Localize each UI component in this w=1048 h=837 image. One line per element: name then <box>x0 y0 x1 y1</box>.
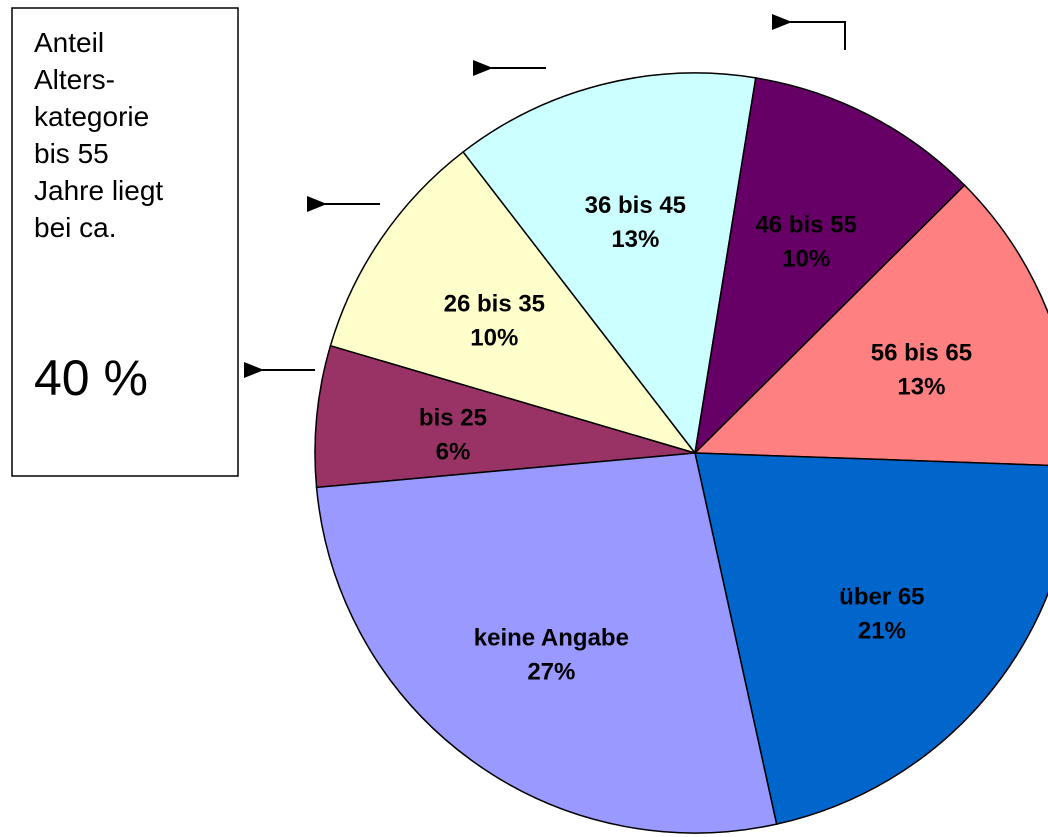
slice-label: 36 bis 45 13% <box>585 192 686 253</box>
slice <box>693 184 1048 467</box>
annotation-line: bei ca. <box>34 212 117 243</box>
annotation-line: Alters- <box>34 64 115 95</box>
category-label: über 65 <box>839 584 924 611</box>
annotation: Anteil Alters-kategorie bis 55 Jahre liegt b… <box>34 27 163 243</box>
slice-label: keine Angabe 27% <box>474 624 629 685</box>
annotation-value: 40 % <box>34 350 148 406</box>
slice-label: 56 bis 65 13% <box>871 339 972 400</box>
labels: bis 25 6% 26 bis 35 10% 36 bis 45 13% 46 bis 5… <box>419 192 972 685</box>
category-label: 26 bis 35 <box>444 291 545 318</box>
slice <box>315 452 778 834</box>
slice-label: über 65 21% <box>839 584 924 645</box>
annotation-line: Jahre liegt <box>34 175 163 206</box>
slice <box>462 72 757 455</box>
value-label: 10% <box>782 246 830 273</box>
category-label: 56 bis 65 <box>871 339 972 366</box>
annotation-line: kategorie <box>34 101 149 132</box>
annotation-line: bis 55 <box>34 138 109 169</box>
slice-label: 26 bis 35 10% <box>444 291 545 352</box>
arrow <box>772 14 846 50</box>
note-box <box>11 7 239 477</box>
slice <box>329 150 698 455</box>
slice <box>314 344 696 489</box>
category-label: 36 bis 45 <box>585 192 686 219</box>
category-label: 46 bis 55 <box>755 212 856 239</box>
slice <box>694 452 1048 826</box>
value-label: 13% <box>897 373 945 400</box>
pie <box>314 72 1048 834</box>
value-label: 13% <box>611 226 659 253</box>
value-label: 10% <box>470 325 518 352</box>
annotation-line: Anteil <box>34 27 104 58</box>
value-label: 21% <box>858 618 906 645</box>
value-label: 6% <box>436 438 471 465</box>
value-label: 27% <box>527 658 575 685</box>
category-label: keine Angabe <box>474 624 629 651</box>
slice <box>693 77 966 456</box>
category-label: bis 25 <box>419 404 487 431</box>
slice-label: bis 25 6% <box>419 404 487 465</box>
slice-label: 46 bis 55 10% <box>755 212 856 273</box>
